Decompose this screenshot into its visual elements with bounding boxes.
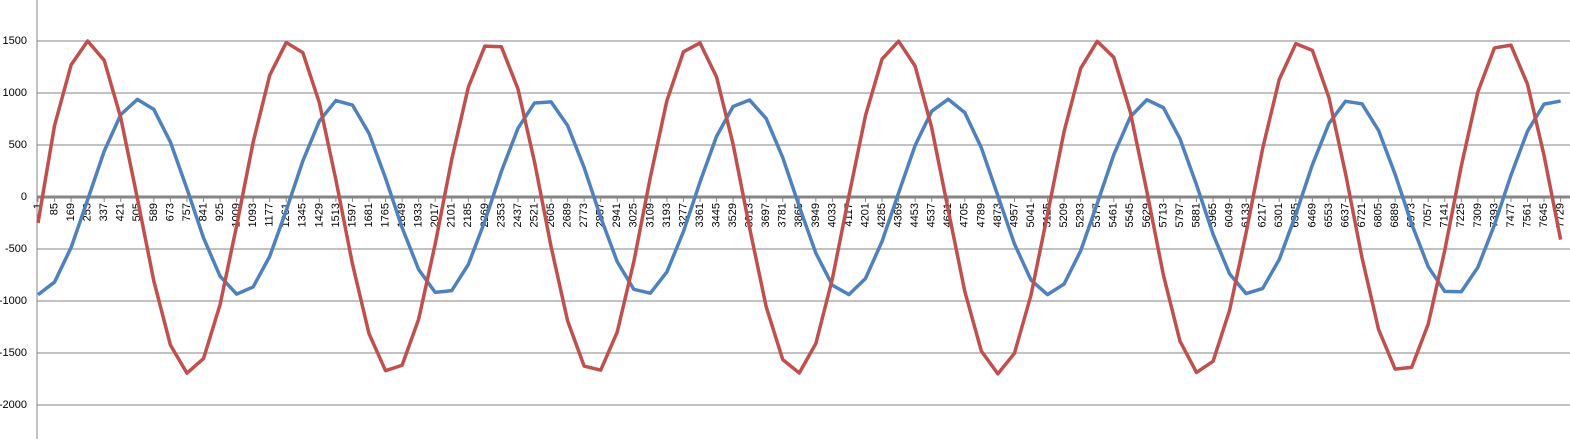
y-tick-label: 1500 [3, 35, 27, 47]
x-tick-label: 5461 [1108, 203, 1120, 227]
x-tick-label: 6721 [1356, 203, 1368, 227]
x-tick-label: 3865 [793, 203, 805, 227]
x-tick-label: 6469 [1306, 203, 1318, 227]
x-tick-label: 925 [214, 203, 226, 221]
x-tick-label: 7561 [1521, 203, 1533, 227]
x-tick-label: 7141 [1439, 203, 1451, 227]
x-tick-label: 6217 [1257, 203, 1269, 227]
x-tick-label: 169 [65, 203, 77, 221]
x-tick-label: 2185 [462, 203, 474, 227]
x-tick-label: 6301 [1273, 203, 1285, 227]
x-tick-label: 2689 [562, 203, 574, 227]
x-tick-label: 5797 [1174, 203, 1186, 227]
x-tick-label: 589 [148, 203, 160, 221]
x-tick-label: 3445 [710, 203, 722, 227]
x-tick-label: 1597 [346, 203, 358, 227]
x-tick-label: 4789 [975, 203, 987, 227]
x-tick-label: 6553 [1323, 203, 1335, 227]
x-tick-label: 1177 [264, 203, 276, 227]
x-tick-label: 2101 [446, 203, 458, 227]
y-tick-label: 1000 [3, 87, 27, 99]
x-tick-label: 3949 [810, 203, 822, 227]
y-tick-label: 500 [9, 139, 27, 151]
x-tick-label: 4537 [926, 203, 938, 227]
x-tick-label: 7057 [1422, 203, 1434, 227]
x-tick-label: 841 [197, 203, 209, 221]
x-tick-label: 7645 [1538, 203, 1550, 227]
x-tick-label: 2521 [528, 203, 540, 227]
x-tick-label: 1345 [297, 203, 309, 227]
x-tick-label: 3025 [628, 203, 640, 227]
x-tick-label: 337 [98, 203, 110, 221]
x-tick-label: 4705 [959, 203, 971, 227]
x-tick-label: 3529 [727, 203, 739, 227]
y-tick-label: -1000 [0, 295, 27, 307]
y-tick-label: -2000 [0, 399, 27, 411]
x-tick-label: 2353 [495, 203, 507, 227]
x-tick-label: 4453 [909, 203, 921, 227]
x-tick-label: 7225 [1455, 203, 1467, 227]
x-tick-label: 7309 [1472, 203, 1484, 227]
x-tick-label: 1933 [413, 203, 425, 227]
x-tick-label: 4285 [876, 203, 888, 227]
x-tick-label: 1681 [363, 203, 375, 227]
x-tick-label: 1093 [247, 203, 259, 227]
x-tick-label: 6805 [1372, 203, 1384, 227]
x-tick-label: 4033 [826, 203, 838, 227]
x-tick-label: 3697 [760, 203, 772, 227]
y-tick-label: -1500 [0, 347, 27, 359]
x-tick-label: 1513 [330, 203, 342, 227]
x-tick-label: 5881 [1190, 203, 1202, 227]
x-tick-label: 1 [32, 203, 44, 209]
x-tick-label: 3193 [661, 203, 673, 227]
x-tick-label: 5713 [1157, 203, 1169, 227]
x-tick-label: 5293 [1075, 203, 1087, 227]
x-tick-label: 5209 [1058, 203, 1070, 227]
y-tick-label: -500 [5, 243, 27, 255]
x-tick-label: 4201 [859, 203, 871, 227]
x-tick-label: 85 [48, 203, 60, 215]
y-tick-label: 0 [21, 191, 27, 203]
x-tick-label: 3361 [694, 203, 706, 227]
x-tick-label: 4369 [893, 203, 905, 227]
x-tick-label: 6637 [1339, 203, 1351, 227]
x-tick-label: 757 [181, 203, 193, 221]
x-tick-label: 2605 [545, 203, 557, 227]
x-tick-label: 2941 [611, 203, 623, 227]
series-line [36, 97, 1561, 297]
x-tick-label: 1765 [379, 203, 391, 227]
x-tick-label: 3781 [777, 203, 789, 227]
x-tick-label: 5041 [1025, 203, 1037, 227]
x-tick-label: 6889 [1389, 203, 1401, 227]
x-tick-label: 5545 [1124, 203, 1136, 227]
x-tick-label: 6049 [1224, 203, 1236, 227]
x-tick-label: 3109 [644, 203, 656, 227]
x-tick-label: 421 [115, 203, 127, 221]
x-tick-label: 2437 [512, 203, 524, 227]
x-tick-label: 7477 [1505, 203, 1517, 227]
x-tick-label: 2773 [578, 203, 590, 227]
x-tick-label: 4957 [1008, 203, 1020, 227]
x-tick-label: 673 [164, 203, 176, 221]
x-tick-label: 1429 [313, 203, 325, 227]
series-line [36, 39, 1563, 376]
